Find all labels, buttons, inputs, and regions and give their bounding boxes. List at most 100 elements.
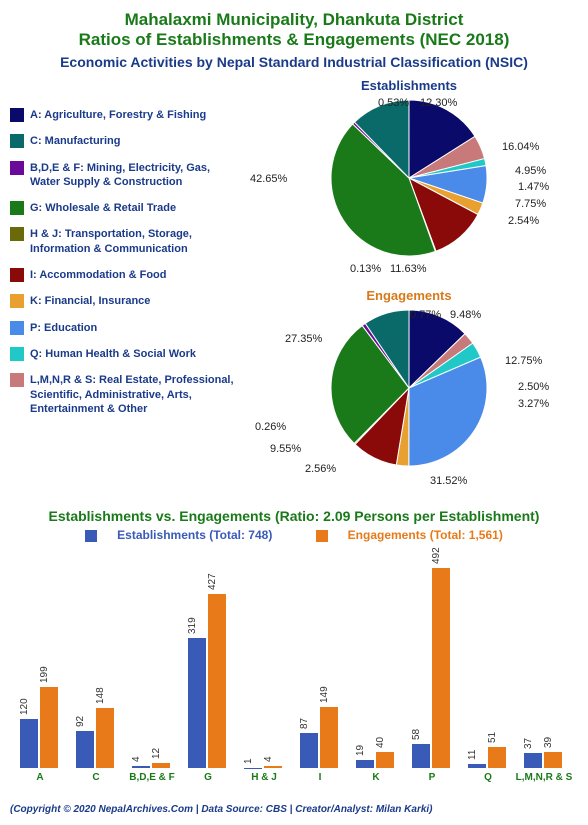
bar-value: 11 (467, 749, 478, 759)
pie2-title: Engagements (240, 288, 578, 303)
x-axis-label: L,M,N,R & S (514, 772, 574, 783)
bar-series1-label: Establishments (Total: 748) (117, 528, 272, 542)
pie-label: 16.04% (502, 141, 539, 153)
bar-engagements (96, 708, 114, 768)
bar-value: 92 (75, 715, 86, 726)
bar-establishments (412, 744, 430, 768)
bar-engagements (152, 763, 170, 768)
bar-establishments (356, 760, 374, 768)
bar-value: 427 (207, 574, 218, 591)
x-axis-label: I (290, 772, 350, 783)
bar-title: Establishments vs. Engagements (Ratio: 2… (10, 508, 578, 524)
pie-label: 11.63% (390, 263, 427, 275)
pie-label: 42.65% (250, 173, 287, 185)
bar-engagements (376, 752, 394, 768)
bar-value: 148 (95, 687, 106, 704)
legend-swatch (10, 373, 24, 387)
pie-label: 3.27% (518, 398, 549, 410)
bar-legend: Establishments (Total: 748) Engagements … (10, 528, 578, 542)
legend: A: Agriculture, Forestry & Fishing C: Man… (10, 78, 240, 498)
pie-label: 2.56% (305, 463, 336, 475)
legend-label: A: Agriculture, Forestry & Fishing (30, 108, 206, 122)
legend-swatch (10, 201, 24, 215)
title-line2: Ratios of Establishments & Engagements (… (10, 30, 578, 50)
bar-value: 319 (187, 618, 198, 635)
bar-establishments (188, 638, 206, 768)
x-axis-label: P (402, 772, 462, 783)
legend-swatch (10, 161, 24, 175)
legend-label: P: Education (30, 321, 97, 335)
pie1-title: Establishments (240, 78, 578, 93)
pie-label: 1.47% (518, 181, 549, 193)
pie-label: 0.13% (350, 263, 381, 275)
footer: (Copyright © 2020 NepalArchives.Com | Da… (10, 804, 578, 815)
bar-value: 492 (431, 547, 442, 564)
legend-label: B,D,E & F: Mining, Electricity, Gas, Wat… (30, 161, 240, 190)
bar-establishments (524, 753, 542, 768)
legend-label: I: Accommodation & Food (30, 268, 166, 282)
bar-value: 58 (411, 729, 422, 740)
x-axis-label: Q (458, 772, 518, 783)
bar-value: 40 (375, 737, 386, 748)
legend-label: H & J: Transportation, Storage, Informat… (30, 227, 240, 256)
legend-swatch (10, 294, 24, 308)
pie-label: 4.95% (515, 165, 546, 177)
pie1: 16.04% 4.95% 1.47% 7.75% 2.54% 0.13% 11.63% 42.… (240, 93, 578, 288)
pie-label: 31.52% (430, 475, 467, 487)
bar-series2-label: Engagements (Total: 1,561) (348, 528, 503, 542)
pie-label: 27.35% (285, 333, 322, 345)
x-axis-label: H & J (234, 772, 294, 783)
subtitle: Economic Activities by Nepal Standard In… (10, 54, 578, 70)
bar-value: 37 (523, 738, 534, 749)
x-axis-label: A (10, 772, 70, 783)
x-axis-label: G (178, 772, 238, 783)
bar-value: 4 (263, 757, 274, 763)
legend-label: C: Manufacturing (30, 134, 120, 148)
bar-engagements (432, 568, 450, 768)
bar-engagements (208, 594, 226, 768)
bar-establishments (76, 731, 94, 768)
bar-establishments (468, 764, 486, 768)
bar-value: 120 (19, 699, 30, 716)
legend-label: G: Wholesale & Retail Trade (30, 201, 176, 215)
pie-label: 2.50% (518, 381, 549, 393)
bar-value: 1 (243, 758, 254, 764)
pie-label: 12.75% (505, 355, 542, 367)
bar-establishments (300, 733, 318, 768)
legend-swatch (10, 321, 24, 335)
bar-engagements (40, 687, 58, 768)
bar-value: 4 (131, 757, 142, 763)
pie-label: 0.77% (410, 309, 441, 321)
title-line1: Mahalaxmi Municipality, Dhankuta Distric… (10, 10, 578, 30)
pie-label: 7.75% (515, 198, 546, 210)
x-axis-label: C (66, 772, 126, 783)
legend-swatch (10, 108, 24, 122)
pie-label: 0.26% (255, 421, 286, 433)
legend-swatch (10, 227, 24, 241)
x-axis-label: K (346, 772, 406, 783)
x-axis-label: B,D,E & F (122, 772, 182, 783)
bar-establishments (20, 719, 38, 768)
legend-swatch (10, 134, 24, 148)
bar-value: 199 (39, 666, 50, 683)
bar-value: 87 (299, 718, 310, 729)
pie-label: 9.48% (450, 309, 481, 321)
pie2: 12.75% 2.50% 3.27% 31.52% 2.56% 9.55% 0.26% 27.… (240, 303, 578, 498)
legend-swatch (10, 347, 24, 361)
legend-swatch (10, 268, 24, 282)
bar-value: 149 (319, 687, 330, 704)
bar-value: 51 (487, 732, 498, 743)
bar-value: 39 (543, 737, 554, 748)
legend-label: Q: Human Health & Social Work (30, 347, 196, 361)
pie-label: 9.55% (270, 443, 301, 455)
legend-label: L,M,N,R & S: Real Estate, Professional, … (30, 373, 240, 416)
bar-value: 19 (355, 745, 366, 756)
pie-label: 12.30% (420, 97, 457, 109)
pie-label: 2.54% (508, 215, 539, 227)
bar-engagements (544, 752, 562, 768)
bar-engagements (320, 707, 338, 768)
legend-label: K: Financial, Insurance (30, 294, 150, 308)
bar-chart: 1201999214841231942714871491940584921151… (10, 548, 578, 798)
pie-label: 0.53% (378, 97, 409, 109)
bar-engagements (488, 747, 506, 768)
